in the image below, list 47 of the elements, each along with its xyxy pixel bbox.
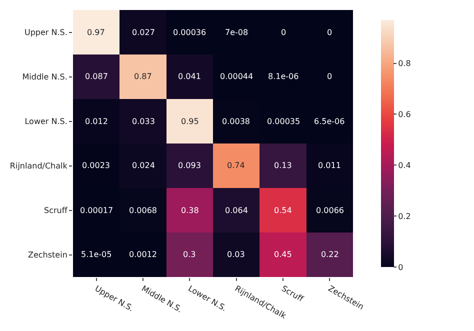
data-label: 0.0068 xyxy=(129,206,157,215)
data-label: 0.093 xyxy=(178,161,201,170)
data-label: 0.74 xyxy=(227,161,245,170)
data-label: 0.95 xyxy=(181,117,199,126)
color-bar-label: 0 xyxy=(398,262,404,272)
data-label: 0.38 xyxy=(181,206,199,215)
data-label: 0.011 xyxy=(318,161,341,170)
data-label: 0.0066 xyxy=(316,206,344,215)
y-tick-label: Lower N.S. xyxy=(24,117,68,126)
y-tick-label: Scruff xyxy=(44,206,68,216)
data-label: 0.00035 xyxy=(267,117,300,126)
data-label: 0.0012 xyxy=(129,250,157,259)
data-label: 0.087 xyxy=(85,72,108,81)
data-label: 0 xyxy=(327,72,332,81)
data-label: 5.1e-05 xyxy=(81,250,112,259)
data-label: 0 xyxy=(281,28,286,37)
data-label: 0.54 xyxy=(274,206,292,215)
data-label: 0.87 xyxy=(134,72,152,81)
data-label: 8.1e-06 xyxy=(268,72,299,81)
data-label: 6.5e-06 xyxy=(314,117,345,126)
data-label: 0.00044 xyxy=(220,72,254,81)
data-label: 0.22 xyxy=(321,250,339,259)
data-label: 0.00017 xyxy=(80,206,114,215)
data-label: 0.064 xyxy=(225,206,248,215)
data-label: 0.033 xyxy=(132,117,155,126)
y-tick-label: Middle N.S. xyxy=(22,72,68,82)
color-bar-label: 0.8 xyxy=(398,59,411,68)
data-label: 0 xyxy=(327,28,332,37)
color-bar-label: 0.4 xyxy=(398,160,411,170)
data-label: 0.45 xyxy=(274,250,292,259)
data-label: 7e-08 xyxy=(225,28,248,37)
y-tick-label: Zechstein xyxy=(28,250,68,260)
y-tick-label: Rijnland/Chalk xyxy=(10,162,68,171)
data-label: 0.97 xyxy=(87,28,105,37)
data-label: 0.03 xyxy=(227,250,245,259)
color-bar-label: 0.2 xyxy=(398,212,411,221)
data-label: 0.041 xyxy=(178,72,201,81)
color-bar-label: 0.6 xyxy=(398,110,411,120)
data-label: 0.13 xyxy=(274,161,292,170)
data-label: 0.3 xyxy=(183,250,196,259)
data-label: 0.0023 xyxy=(82,161,110,170)
data-label: 0.00036 xyxy=(173,28,206,37)
data-label: 0.012 xyxy=(85,117,108,126)
data-label: 0.0038 xyxy=(222,117,250,126)
data-label: 0.024 xyxy=(132,161,155,170)
data-label: 0.027 xyxy=(132,28,155,37)
y-tick-label: Upper N.S. xyxy=(24,28,68,38)
